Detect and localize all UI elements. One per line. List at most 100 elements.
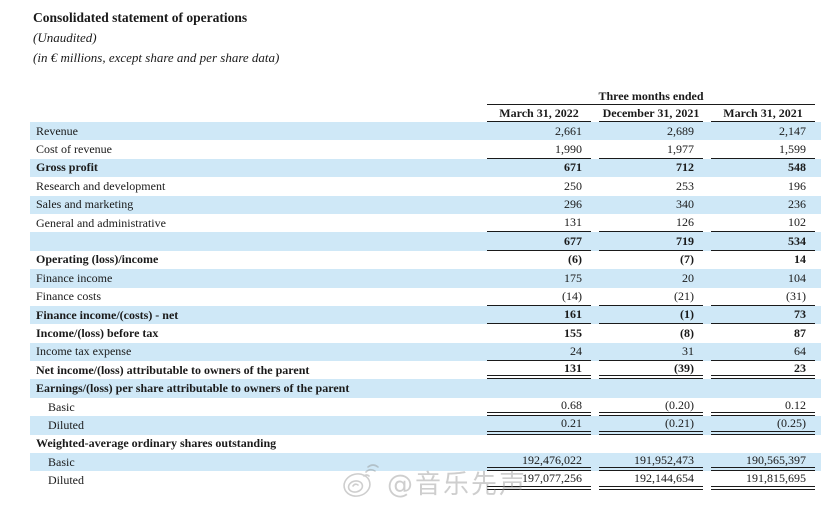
row-label (30, 232, 485, 250)
value-cell: 340 (597, 196, 709, 214)
value-cell: 102 (709, 214, 821, 233)
cell-value: 712 (676, 160, 694, 175)
value-cell: 0.68 (485, 398, 597, 417)
cell-value: 2,689 (667, 123, 694, 138)
cell-value: 161 (487, 306, 591, 325)
value-cell: (0.21) (597, 416, 709, 435)
row-label: Weighted-average ordinary shares outstan… (36, 436, 277, 451)
value-cell: 677 (485, 232, 597, 251)
value-cell: (39) (597, 361, 709, 380)
statement-table: Three months ended March 31, 2022 Decemb… (30, 88, 821, 490)
value-cell: 0.21 (485, 416, 597, 435)
value-cell: (0.20) (597, 398, 709, 417)
cell-value: 1,599 (711, 140, 815, 159)
row-label: Sales and marketing (36, 197, 134, 212)
cell-value: 0.21 (487, 416, 591, 435)
cell-value: (31) (711, 288, 815, 306)
cell-value: 2,147 (779, 123, 806, 138)
row-label: Cost of revenue (36, 142, 112, 157)
cell-value: 24 (487, 343, 591, 362)
row-label: Gross profit (36, 160, 98, 175)
cell-value: 2,661 (555, 123, 582, 138)
cell-value: 155 (564, 325, 582, 340)
value-cell: 2,689 (597, 122, 709, 140)
table-row: Research and development 250 253 196 (30, 177, 821, 195)
label-column-spacer (30, 88, 485, 105)
value-cell: (21) (597, 288, 709, 306)
cell-value: 64 (711, 343, 815, 362)
value-cell: 197,077,256 (485, 471, 597, 490)
table-row: Finance income 175 20 104 (30, 269, 821, 288)
row-label: General and administrative (36, 215, 166, 230)
value-cell (597, 435, 709, 453)
value-cell: 712 (597, 159, 709, 177)
value-cell: 190,565,397 (709, 453, 821, 472)
table-row: Revenue 2,661 2,689 2,147 (30, 122, 821, 141)
column-header-mar-2022: March 31, 2022 (487, 105, 591, 122)
value-cell (485, 435, 597, 453)
value-cell: 126 (597, 214, 709, 233)
value-cell: 24 (485, 343, 597, 362)
table-row: Finance costs (14) (21) (31) (30, 288, 821, 306)
value-cell: 548 (709, 159, 821, 177)
value-cell: 31 (597, 343, 709, 362)
row-label: Income/(loss) before tax (36, 325, 159, 340)
subtitle-units: (in € millions, except share and per sha… (33, 50, 280, 65)
cell-value: (0.20) (599, 398, 703, 417)
table-row: Finance income/(costs) - net 161 (1) 73 (30, 305, 821, 325)
period-header-row: Three months ended (30, 88, 821, 105)
cell-value: 719 (599, 232, 703, 251)
cell-value: 677 (487, 232, 591, 251)
column-header-cell: March 31, 2021 (709, 105, 821, 122)
value-cell: 192,476,022 (485, 453, 597, 472)
cell-value: 131 (487, 214, 591, 233)
cell-value: 190,565,397 (711, 453, 815, 472)
value-cell (485, 379, 597, 397)
value-cell (709, 435, 821, 453)
value-cell: 1,977 (597, 140, 709, 159)
cell-value: 196 (788, 178, 806, 193)
value-cell: 253 (597, 177, 709, 195)
cell-value: 191,815,695 (711, 471, 815, 490)
cell-value (599, 435, 703, 453)
cell-value: 192,144,654 (599, 471, 703, 490)
row-label: Diluted (48, 473, 84, 488)
value-cell: 196 (709, 177, 821, 195)
cell-value (599, 379, 703, 397)
page-title: Consolidated statement of operations (33, 10, 248, 25)
value-cell: 192,144,654 (597, 471, 709, 490)
cell-value: 23 (711, 361, 815, 380)
cell-value: 548 (788, 160, 806, 175)
value-cell: 250 (485, 177, 597, 195)
cell-value: 0.68 (487, 398, 591, 417)
cell-value: (21) (599, 288, 703, 306)
value-cell: 73 (709, 306, 821, 325)
column-header-cell: December 31, 2021 (597, 105, 709, 122)
table-row: Net income/(loss) attributable to owners… (30, 361, 821, 380)
value-cell: 1,599 (709, 140, 821, 159)
value-cell: 131 (485, 214, 597, 233)
value-cell: 2,147 (709, 122, 821, 140)
table-row: Gross profit 671 712 548 (30, 158, 821, 178)
row-label: Net income/(loss) attributable to owners… (36, 362, 310, 377)
title-block: Consolidated statement of operations (Un… (33, 8, 279, 68)
value-cell: 14 (709, 251, 821, 269)
cell-value: 31 (599, 343, 703, 362)
cell-value: (14) (487, 288, 591, 306)
row-label: Finance income (36, 270, 113, 285)
value-cell: (31) (709, 288, 821, 306)
value-cell: 64 (709, 343, 821, 362)
value-cell: 191,952,473 (597, 453, 709, 472)
value-cell: 191,815,695 (709, 471, 821, 490)
value-cell: (14) (485, 288, 597, 306)
row-label: Basic (48, 454, 75, 469)
row-label: Revenue (36, 123, 78, 138)
cell-value: 192,476,022 (487, 453, 591, 472)
cell-value: 175 (564, 270, 582, 285)
cell-value: 104 (788, 270, 806, 285)
column-header-mar-2021: March 31, 2021 (711, 105, 815, 122)
value-cell (597, 379, 709, 397)
value-cell: 131 (485, 361, 597, 380)
cell-value: 102 (711, 214, 815, 233)
